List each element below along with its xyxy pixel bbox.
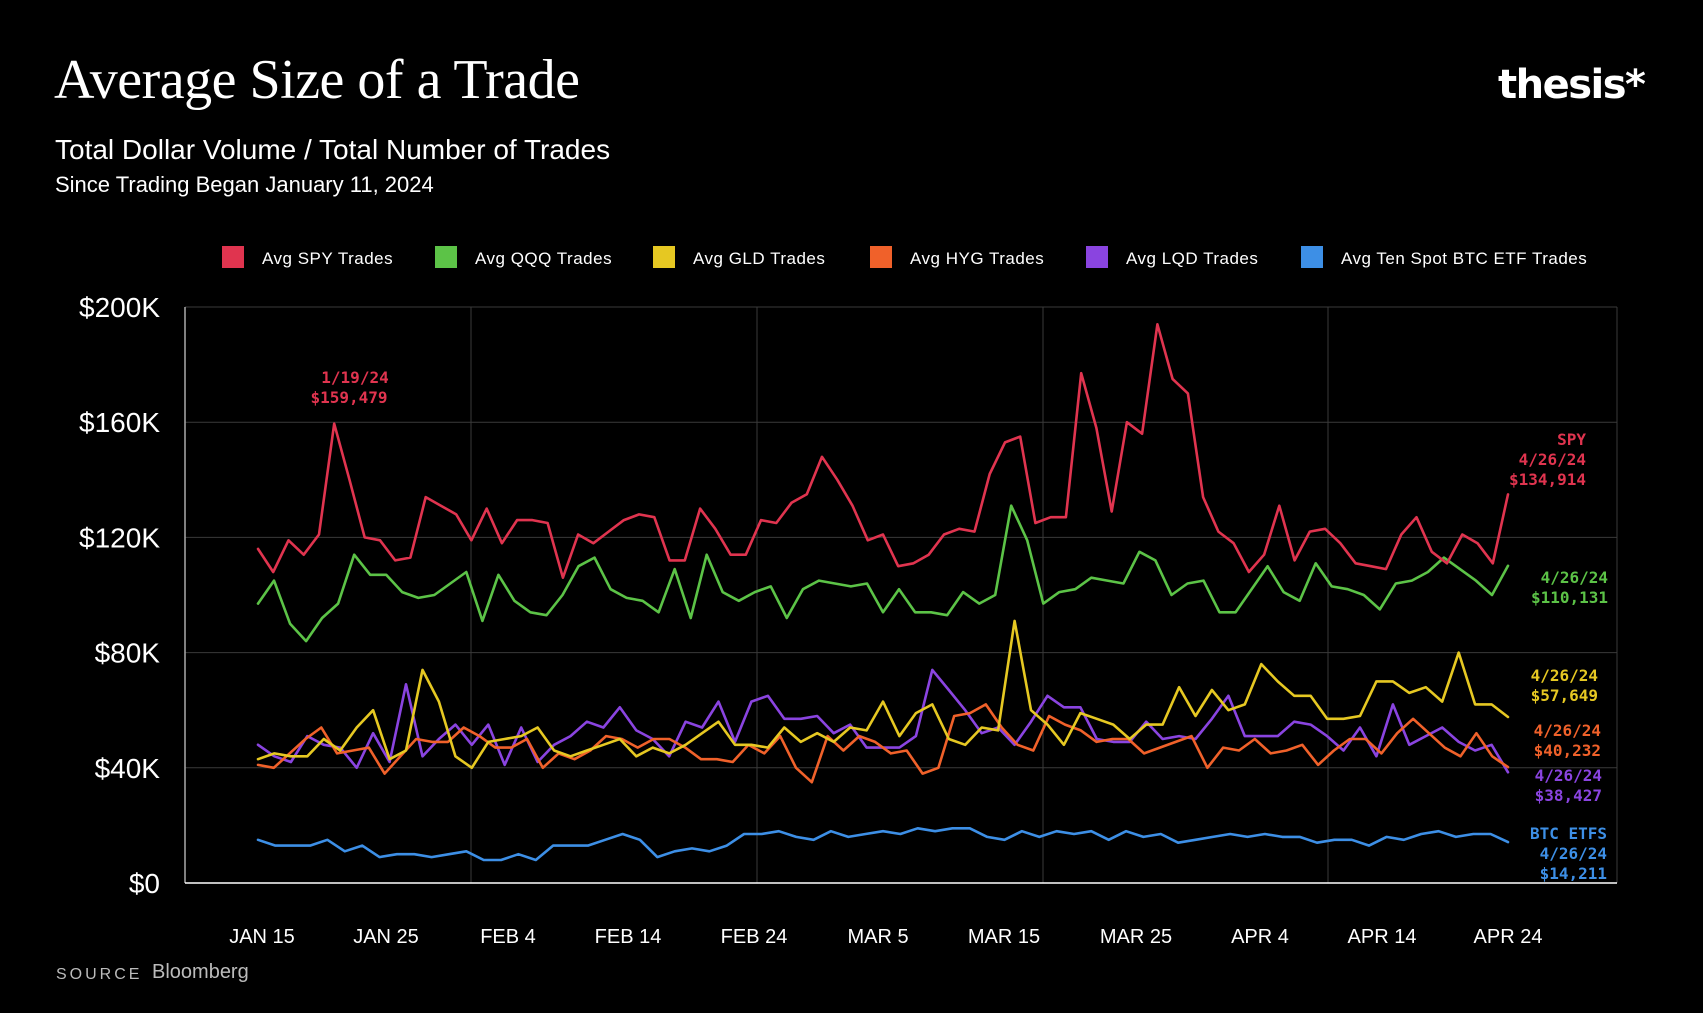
gld-end-date: 4/26/24 [1531,666,1598,685]
spy-end-value: $134,914 [1509,470,1586,489]
chart-title: Average Size of a Trade [54,49,580,111]
x-tick-label: FEB 4 [480,926,536,948]
qqq-end-date: 4/26/24 [1541,568,1608,587]
y-tick-label: $120K [79,522,160,553]
series-line [256,703,1510,784]
hyg-end-date: 4/26/24 [1534,721,1601,740]
x-tick-label: FEB 14 [595,926,662,948]
spy-end-name: SPY [1557,430,1586,449]
legend-label: Avg SPY Trades [262,249,393,268]
chart-subtitle: Total Dollar Volume / Total Number of Tr… [55,134,611,165]
y-tick-label: $160K [79,407,160,438]
y-tick-label: $80K [95,638,161,669]
x-tick-label: FEB 24 [721,926,788,948]
btc-end-date: 4/26/24 [1540,844,1607,863]
source-value: Bloomberg [152,961,249,983]
qqq-end-value: $110,131 [1531,588,1608,607]
series-line [256,826,1510,862]
x-tick-label: JAN 25 [353,926,419,948]
btc-end-value: $14,211 [1540,864,1607,883]
hyg-end-value: $40,232 [1534,741,1601,760]
legend-label: Avg LQD Trades [1126,249,1258,268]
series-line [256,619,1510,770]
lqd-end-date: 4/26/24 [1535,766,1602,785]
legend-swatch [1301,246,1323,268]
x-tick-label: APR 14 [1348,926,1417,948]
peak-date-label: 1/19/24 [321,368,388,387]
x-tick-label: MAR 25 [1100,926,1172,948]
series-line [256,504,1510,643]
legend-label: Avg GLD Trades [693,249,825,268]
peak-value-label: $159,479 [310,388,387,407]
series-line [256,322,1510,580]
legend-label: Avg QQQ Trades [475,249,612,268]
x-tick-label: MAR 15 [968,926,1040,948]
legend-swatch [870,246,892,268]
legend-swatch [435,246,457,268]
thesis-logo: thesis* [1498,62,1646,108]
lqd-end-value: $38,427 [1535,786,1602,805]
source-label: SOURCE [56,966,143,983]
legend-swatch [653,246,675,268]
spy-end-date: 4/26/24 [1519,450,1586,469]
x-tick-label: APR 24 [1474,926,1543,948]
y-tick-label: $40K [95,753,161,784]
btc-end-name: BTC ETFS [1530,824,1607,843]
x-tick-label: APR 4 [1231,926,1289,948]
y-tick-label: $0 [129,868,160,899]
legend-swatch [222,246,244,268]
legend-swatch [1086,246,1108,268]
chart-subtitle-date: Since Trading Began January 11, 2024 [55,172,434,197]
x-tick-label: MAR 5 [847,926,908,948]
y-tick-label: $200K [79,292,160,323]
x-tick-label: JAN 15 [229,926,295,948]
gld-end-value: $57,649 [1531,686,1598,705]
legend-label: Avg Ten Spot BTC ETF Trades [1341,249,1587,268]
legend-label: Avg HYG Trades [910,249,1044,268]
